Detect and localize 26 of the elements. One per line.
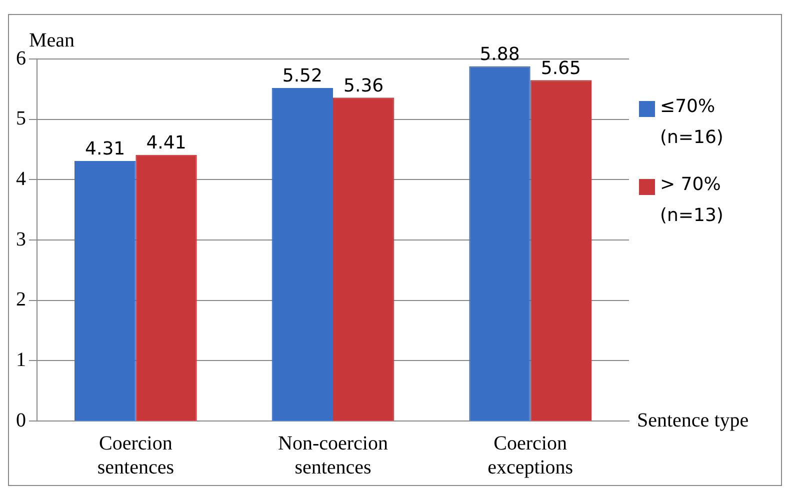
y-tick-label: 1 <box>16 348 26 371</box>
bar <box>530 80 592 420</box>
bar <box>74 160 136 420</box>
y-tick-label: 6 <box>16 47 26 70</box>
y-tick-label: 0 <box>16 409 26 432</box>
data-label: 5.52 <box>282 66 322 87</box>
data-label: 5.65 <box>540 58 581 79</box>
y-tick-label: 2 <box>16 288 26 311</box>
y-tick-label: 4 <box>16 168 26 190</box>
x-tick-label: Coercion exceptions <box>488 432 574 478</box>
legend-label: > 70% (n=13) <box>660 173 724 228</box>
y-axis-title: Mean <box>29 29 75 52</box>
bar <box>136 154 197 420</box>
data-label: 5.88 <box>480 44 520 65</box>
bar <box>272 88 333 420</box>
x-tick-label: Coercion sentences <box>97 432 174 478</box>
data-label: 5.36 <box>344 75 384 96</box>
y-tick-label: 3 <box>16 228 26 250</box>
data-label: 4.31 <box>85 138 126 160</box>
legend-label: ≤70% (n=16) <box>660 95 724 150</box>
x-tick-label: Non-coercion sentences <box>278 432 388 478</box>
data-label: 4.41 <box>146 132 186 154</box>
bar <box>333 98 394 420</box>
x-axis-title: Sentence type <box>637 409 749 432</box>
bar <box>469 66 530 420</box>
y-tick-label: 5 <box>16 108 26 130</box>
